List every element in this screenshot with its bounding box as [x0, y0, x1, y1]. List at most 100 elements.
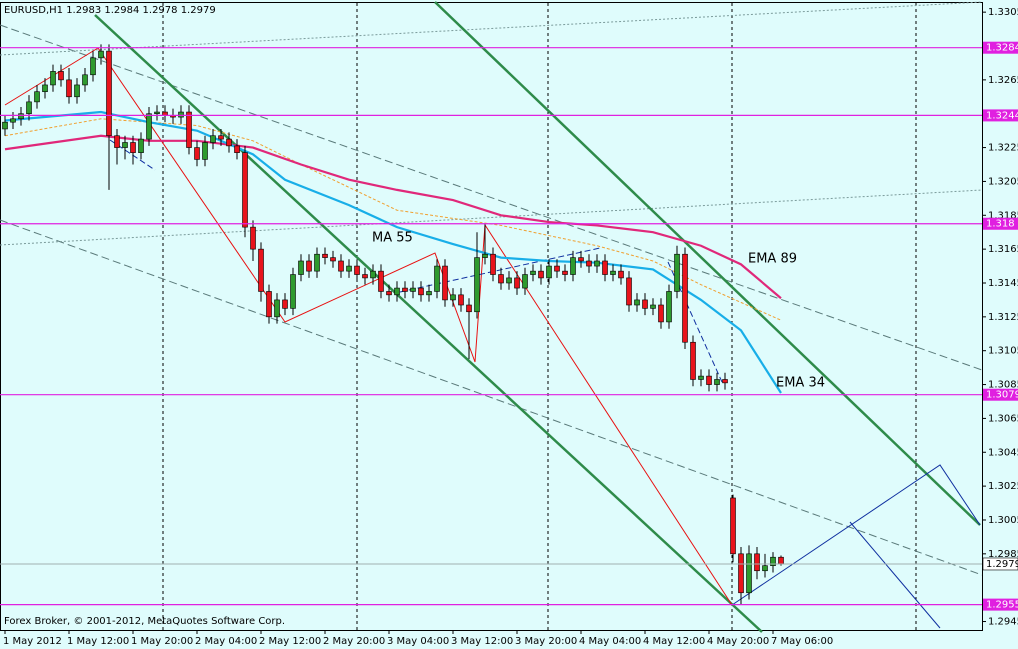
- trend-line: [0, 24, 983, 371]
- price-label: 1.2979: [986, 559, 1018, 570]
- y-tick-label: 1.3005: [988, 515, 1018, 526]
- candle-body: [706, 375, 712, 385]
- level-box: [983, 109, 1018, 122]
- candle-body: [530, 270, 536, 275]
- y-tick-label: 1.3045: [988, 447, 1018, 458]
- candle-body: [250, 226, 256, 250]
- candle-body: [122, 142, 128, 148]
- candle-body: [346, 265, 352, 272]
- candle-body: [322, 253, 328, 258]
- candle-body: [186, 111, 192, 148]
- level-label: 1.3284: [986, 43, 1018, 54]
- candle-body: [450, 294, 456, 301]
- candle-body: [658, 304, 664, 323]
- x-tick-label: 1 May 12:00: [67, 636, 129, 647]
- candle-body: [338, 260, 344, 272]
- channel-line: [434, 1, 981, 526]
- candle-body: [754, 553, 760, 572]
- channel-line: [94, 14, 763, 633]
- candle-body: [642, 299, 648, 309]
- candle-body: [586, 260, 592, 267]
- candle-body: [306, 260, 312, 272]
- candle-body: [330, 257, 336, 262]
- candle-body: [114, 135, 120, 148]
- candle-body: [482, 253, 488, 258]
- candle-body: [258, 248, 264, 292]
- candle-body: [690, 341, 696, 380]
- pitch-line: [849, 521, 941, 629]
- candle-body: [570, 257, 576, 275]
- candle-body: [610, 270, 616, 275]
- y-tick-label: 1.3205: [988, 176, 1018, 187]
- candle-body: [146, 113, 152, 140]
- candle-body: [722, 379, 728, 384]
- candle-body: [746, 553, 752, 594]
- candle-body: [154, 111, 160, 115]
- candle-body: [730, 497, 736, 555]
- indicator-line: [4, 118, 782, 321]
- candle-body: [298, 260, 304, 275]
- candle-body: [314, 253, 320, 272]
- candle-body: [498, 274, 504, 284]
- candle-body: [202, 142, 208, 160]
- candle-body: [218, 135, 224, 140]
- candle-body: [602, 260, 608, 275]
- x-tick-label: 2 May 20:00: [323, 636, 385, 647]
- y-tick-label: 1.2985: [988, 549, 1018, 560]
- candle-body: [266, 291, 272, 318]
- candle-body: [682, 253, 688, 343]
- level-box: [983, 598, 1018, 611]
- candle-body: [514, 277, 520, 289]
- candle-body: [34, 91, 40, 103]
- candle-body: [770, 556, 776, 566]
- y-tick-label: 1.2945: [988, 617, 1018, 628]
- candle-body: [410, 287, 416, 292]
- y-tick-label: 1.3225: [988, 143, 1018, 154]
- candle-body: [74, 84, 80, 98]
- candles: [2, 44, 784, 605]
- copyright: Forex Broker, © 2001-2012, MetaQuotes So…: [4, 616, 285, 627]
- candle-body: [90, 57, 96, 76]
- indicator-label: MA 55: [372, 231, 413, 246]
- y-tick-label: 1.3265: [988, 75, 1018, 86]
- x-tick-label: 2 May 04:00: [195, 636, 257, 647]
- candle-body: [698, 375, 704, 380]
- trend-line: [0, 219, 983, 576]
- price-box: [982, 557, 1018, 571]
- level-box: [983, 217, 1018, 230]
- candle-body: [386, 291, 392, 296]
- candle-body: [290, 274, 296, 309]
- level-label: 1.318: [986, 219, 1015, 230]
- y-tick-label: 1.3125: [988, 312, 1018, 323]
- x-tick-label: 2 May 12:00: [259, 636, 321, 647]
- candle-body: [138, 138, 144, 153]
- candle-body: [490, 253, 496, 275]
- candle-body: [458, 294, 464, 306]
- level-box: [983, 41, 1018, 54]
- candle-body: [538, 270, 544, 279]
- candle-body: [554, 265, 560, 272]
- candle-body: [394, 287, 400, 296]
- candle-body: [58, 71, 64, 81]
- y-tick-label: 1.3085: [988, 380, 1018, 391]
- candle-body: [522, 274, 528, 289]
- candle-body: [50, 71, 56, 86]
- x-tick-label: 7 May 06:00: [771, 636, 833, 647]
- candle-body: [42, 84, 48, 93]
- candle-body: [666, 291, 672, 323]
- candle-body: [578, 257, 584, 262]
- candle-body: [778, 556, 784, 565]
- candle-body: [426, 291, 432, 296]
- y-tick-label: 1.3145: [988, 278, 1018, 289]
- candle-body: [370, 270, 376, 279]
- candle-body: [274, 299, 280, 318]
- indicator-label: EMA 34: [776, 376, 825, 391]
- trend-line: [399, 247, 601, 293]
- indicator-label: EMA 89: [748, 252, 797, 267]
- candle-body: [82, 74, 88, 86]
- candle-body: [226, 138, 232, 147]
- candle-body: [194, 147, 200, 160]
- candle-body: [738, 553, 744, 594]
- level-box: [983, 388, 1018, 401]
